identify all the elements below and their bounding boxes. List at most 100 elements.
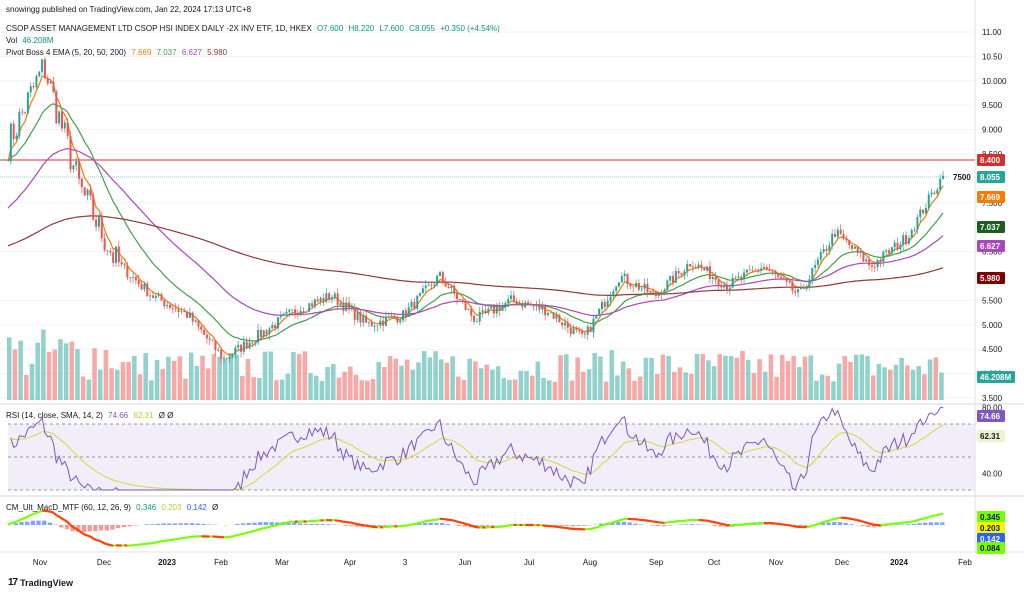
candle-body [507, 299, 509, 303]
candle-body [30, 86, 32, 92]
volume-bar [592, 353, 597, 400]
rsi-legend[interactable]: RSI (14, close, SMA, 14, 2) 74.66 62.31 … [6, 410, 176, 421]
candle-body [297, 313, 299, 315]
candle-body [504, 303, 506, 305]
candle-body [649, 291, 651, 292]
candle-body [675, 271, 677, 283]
candle-body [547, 313, 549, 315]
vol-legend[interactable]: Vol 46.208M [6, 35, 57, 46]
macd-hist-bar [866, 525, 870, 527]
tradingview-logo-icon: 17 [8, 577, 17, 588]
volume-bar [501, 378, 506, 400]
volume-bar [121, 362, 126, 400]
volume-bar [678, 367, 683, 400]
ema-legend[interactable]: Pivot Boss 4 EMA (5, 20, 50, 200) 7.669 … [6, 47, 230, 58]
ema50-badge-text: 6.627 [980, 242, 1001, 251]
candle-body [689, 264, 691, 266]
volume-bar [746, 360, 751, 400]
macd-line [917, 519, 920, 520]
candle-body [743, 272, 745, 278]
rsi-ma-badge-text: 62.31 [980, 432, 1001, 441]
volume-bar [394, 359, 399, 400]
macd-line [591, 528, 594, 529]
symbol-title[interactable]: CSOP ASSET MANAGEMENT LTD CSOP HSI INDEX… [6, 24, 312, 33]
macd-hist-bar [838, 522, 842, 525]
volume-bar [411, 370, 416, 400]
rsi-extra: Ø Ø [159, 411, 174, 420]
volume-bar [41, 329, 46, 400]
macd-hist-bar [298, 523, 302, 525]
candle-body [800, 287, 802, 289]
candle-body [763, 267, 765, 269]
candle-body [405, 310, 407, 317]
volume-bar [507, 380, 512, 400]
candle-body [328, 293, 330, 299]
macd-lines [8, 511, 944, 546]
candle-body [530, 305, 532, 306]
candle-body [717, 280, 719, 286]
macd-line [252, 531, 255, 532]
volume-bar [865, 356, 870, 400]
volume-bar [780, 355, 785, 400]
volume-bar [223, 359, 228, 400]
macd-hist-bar [321, 524, 325, 525]
volume-bar [240, 376, 245, 400]
price-axis-label: 5.000 [982, 321, 1003, 330]
candle-body [200, 326, 202, 329]
macd-hist-bar [207, 524, 211, 525]
candle-body [567, 323, 569, 328]
macd-hist-bar [25, 522, 29, 525]
time-axis-label: Jul [524, 558, 534, 567]
macd-hist-bar [690, 524, 694, 525]
candle-body [840, 230, 842, 234]
macd-hist-bar [832, 522, 836, 525]
candle-body [141, 284, 143, 289]
candle-body [683, 271, 685, 275]
macd-extra-badge-text: 0.084 [980, 544, 1001, 553]
macd-line [926, 517, 929, 518]
tradingview-footer[interactable]: 17 TradingView [8, 577, 73, 588]
volume-bar [35, 343, 40, 400]
macd-line [352, 523, 355, 524]
candle-body [570, 328, 572, 334]
macd-line [596, 527, 599, 528]
candle-body [249, 343, 251, 349]
volume-bar [831, 381, 836, 400]
candle-body [428, 285, 430, 286]
volume-bar [689, 374, 694, 400]
symbol-line: CSOP ASSET MANAGEMENT LTD CSOP HSI INDEX… [6, 23, 506, 34]
macd-line [261, 528, 264, 529]
candle-body [695, 267, 697, 268]
candle-body [263, 330, 265, 337]
macd-legend[interactable]: CM_Ult_MacD_MTF (60, 12, 26, 9) 0.346 0.… [6, 502, 221, 513]
candle-body [490, 307, 492, 309]
macd-hist-bar [110, 525, 114, 530]
candle-body [749, 270, 751, 271]
candle-body [905, 235, 907, 243]
candle-body [700, 265, 702, 268]
macd-hist-bar [446, 524, 450, 525]
macd-hist-bar [264, 522, 268, 525]
volume-bar [98, 370, 103, 400]
candle-body [604, 302, 606, 307]
macd-line [809, 526, 812, 527]
candle-body [180, 311, 182, 312]
time-axis-label: Nov [33, 558, 47, 567]
macd-hist-value: 0.142 [187, 503, 207, 512]
candle-body [874, 267, 876, 268]
candle-body [692, 266, 694, 267]
volume-bar [644, 358, 649, 400]
volume-bar [916, 366, 921, 400]
volume-bar [479, 368, 484, 400]
volume-bar [286, 374, 291, 400]
volume-bar [183, 379, 188, 400]
macd-line [826, 521, 829, 522]
candle-body [590, 326, 592, 332]
candle-body [300, 311, 302, 315]
candle-body [322, 298, 324, 302]
volume-bar [808, 355, 813, 400]
candle-body [911, 230, 913, 238]
macd-hist-bar [667, 525, 671, 526]
candle-body [195, 320, 197, 321]
candle-body [544, 306, 546, 315]
